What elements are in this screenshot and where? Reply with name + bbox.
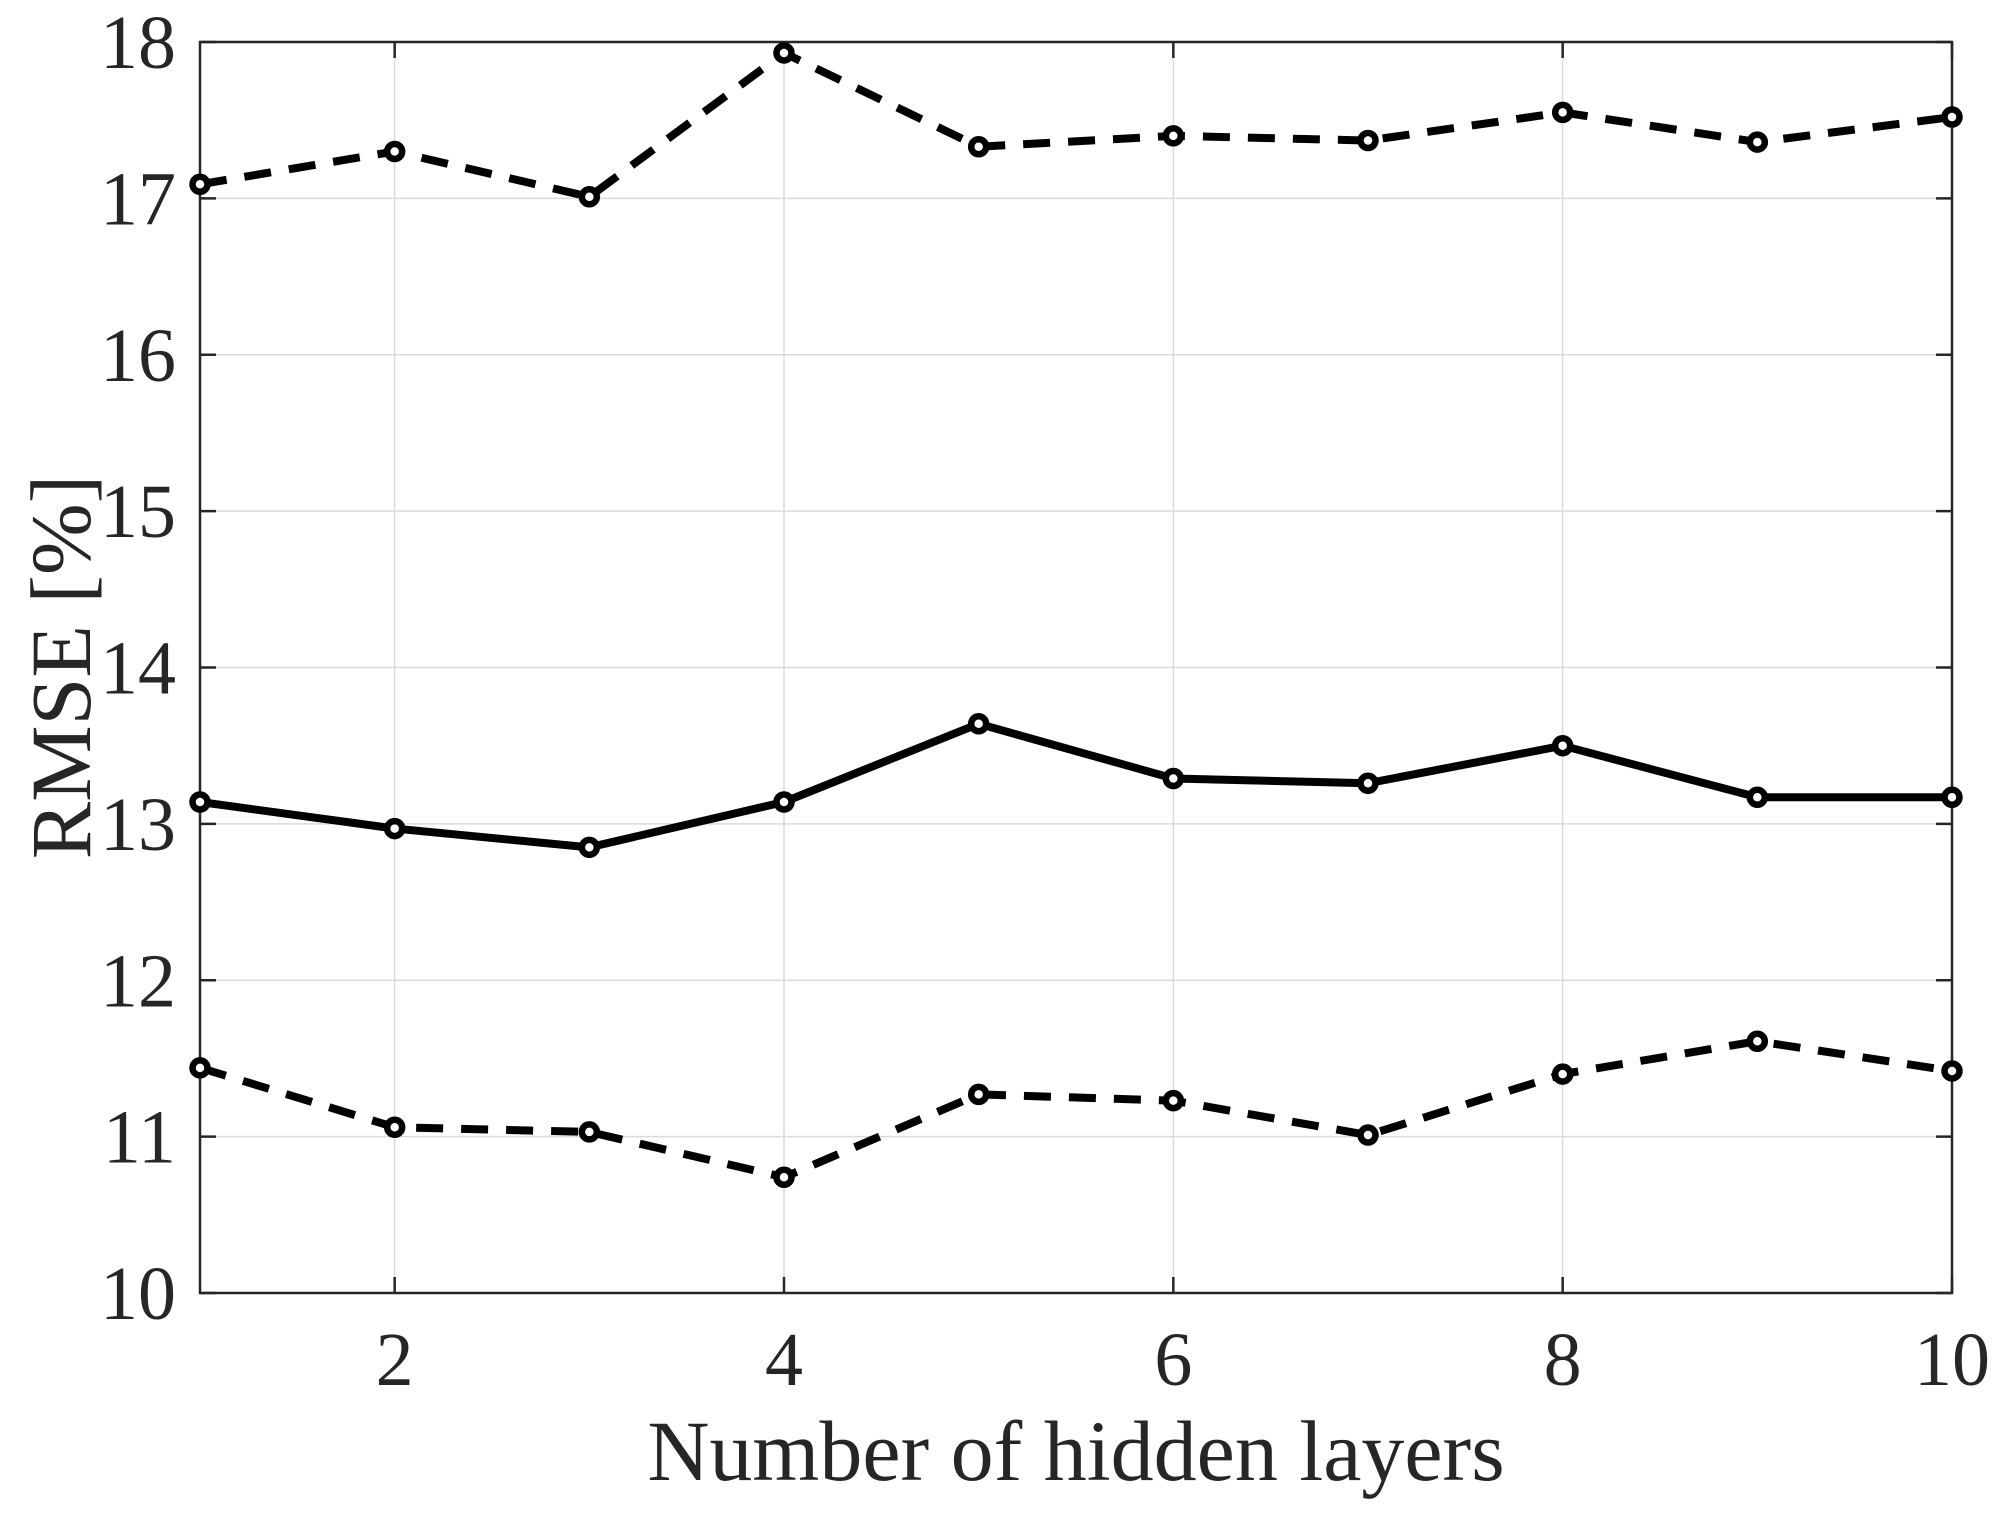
data-point-marker xyxy=(1941,786,1963,809)
data-point-marker xyxy=(1941,1060,1963,1082)
data-point-marker xyxy=(578,1121,601,1143)
x-axis-label: Number of hidden layers xyxy=(647,1403,1504,1499)
axes-box xyxy=(198,40,1954,1295)
data-point-marker xyxy=(578,186,601,208)
y-tick-label: 11 xyxy=(103,1096,176,1180)
data-point-marker xyxy=(967,713,990,735)
data-point-marker xyxy=(1746,131,1769,153)
data-point-marker xyxy=(1551,1063,1574,1085)
data-point-marker xyxy=(1551,734,1574,757)
data-point-marker xyxy=(383,817,406,840)
data-series xyxy=(189,42,1963,1189)
x-tick-label: 6 xyxy=(1154,1318,1192,1402)
y-tick-label: 12 xyxy=(100,939,176,1023)
y-tick-label: 10 xyxy=(100,1252,176,1336)
data-point-marker xyxy=(1162,767,1185,790)
y-tick-label: 17 xyxy=(100,157,176,241)
data-point-marker xyxy=(773,42,795,64)
gridlines xyxy=(200,42,1952,1293)
data-point-marker xyxy=(1162,125,1185,147)
data-point-marker xyxy=(1357,129,1379,152)
x-tick-label: 8 xyxy=(1544,1318,1582,1402)
x-tick-label: 2 xyxy=(376,1318,414,1402)
data-point-marker xyxy=(967,136,990,158)
y-tick-label: 16 xyxy=(100,314,176,398)
tick-labels: 10 11 12 13 14 15 16 17 18 2 4 6 8 10 xyxy=(100,1,1990,1402)
y-tick-label: 13 xyxy=(100,783,176,867)
x-tick-label: 10 xyxy=(1914,1318,1990,1402)
data-point-marker xyxy=(383,140,406,163)
y-tick-label: 18 xyxy=(100,1,176,85)
data-point-marker xyxy=(773,1166,795,1189)
data-point-marker xyxy=(967,1083,990,1106)
data-point-marker xyxy=(1357,1124,1379,1146)
series-line-dashed xyxy=(199,48,1953,201)
series-line-dashed xyxy=(198,1037,1953,1182)
data-point-marker xyxy=(189,1057,211,1079)
data-point-marker xyxy=(1746,786,1769,809)
data-point-marker xyxy=(383,1116,406,1138)
data-point-marker xyxy=(189,173,211,196)
data-point-marker xyxy=(1162,1089,1185,1112)
data-point-marker xyxy=(773,791,795,813)
data-point-marker xyxy=(1941,106,1963,128)
data-point-marker xyxy=(1357,772,1379,794)
data-point-marker xyxy=(1746,1030,1769,1052)
x-tick-label: 4 xyxy=(765,1318,803,1402)
series-line-solid xyxy=(199,719,1952,852)
y-tick-label: 15 xyxy=(100,470,176,554)
data-point-marker xyxy=(1551,101,1574,124)
y-axis-label: RMSE [%] xyxy=(13,475,109,860)
data-point-marker xyxy=(578,836,601,859)
y-tick-label: 14 xyxy=(100,627,176,711)
data-point-marker xyxy=(189,791,211,813)
